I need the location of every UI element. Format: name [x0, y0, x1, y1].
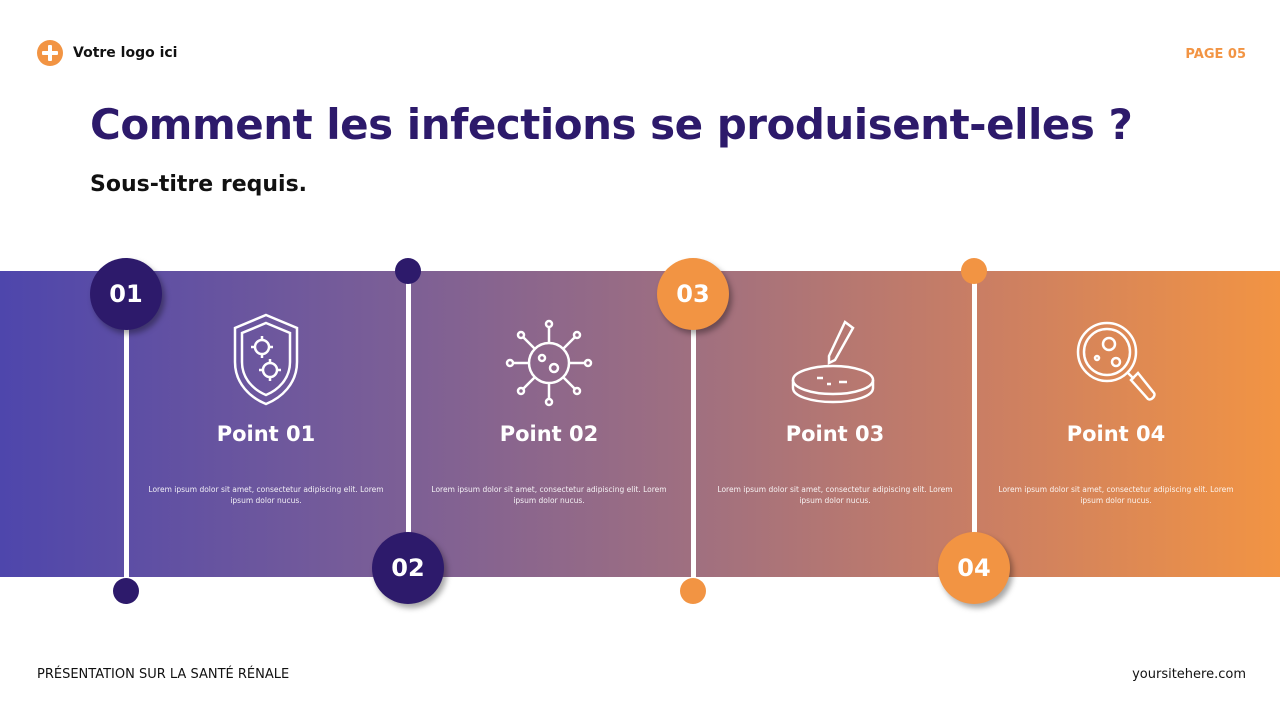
step-text: Lorem ipsum dolor sit amet, consectetur … — [431, 485, 667, 505]
step-number-badge: 04 — [938, 532, 1010, 604]
timeline-dot — [395, 258, 421, 284]
logo: Votre logo ici — [37, 40, 177, 66]
step-title: Point 03 — [785, 422, 885, 446]
timeline-dot — [680, 578, 706, 604]
timeline-dot — [113, 578, 139, 604]
step-card: Point 04 Lorem ipsum dolor sit amet, con… — [996, 318, 1236, 506]
magnifier-bacteria-icon — [1076, 321, 1156, 401]
step-number-badge: 02 — [372, 532, 444, 604]
timeline-line — [972, 271, 977, 568]
timeline-band — [0, 271, 1280, 577]
timeline-line — [691, 294, 696, 591]
step-title: Point 04 — [1066, 422, 1166, 446]
timeline-dot — [961, 258, 987, 284]
step-card: Point 01 Lorem ipsum dolor sit amet, con… — [146, 312, 386, 506]
plus-icon — [37, 40, 63, 66]
footer-presentation-title: PRÉSENTATION SUR LA SANTÉ RÉNALE — [37, 667, 290, 682]
timeline-line — [124, 294, 129, 591]
step-card: Point 03 Lorem ipsum dolor sit amet, con… — [715, 318, 955, 506]
virus-icon — [505, 319, 593, 407]
timeline-line — [406, 271, 411, 568]
step-text: Lorem ipsum dolor sit amet, consectetur … — [998, 485, 1234, 505]
page-title: Comment les infections se produisent-ell… — [90, 100, 1133, 149]
footer-website: yoursitehere.com — [1132, 667, 1246, 682]
step-title: Point 01 — [216, 422, 316, 446]
page-number: PAGE 05 — [1185, 47, 1246, 62]
petri-dish-pipette-icon — [791, 320, 875, 404]
step-number-badge: 03 — [657, 258, 729, 330]
step-text: Lorem ipsum dolor sit amet, consectetur … — [717, 485, 953, 505]
logo-text: Votre logo ici — [73, 45, 178, 61]
subtitle: Sous-titre requis. — [90, 172, 308, 197]
step-card: Point 02 Lorem ipsum dolor sit amet, con… — [429, 318, 669, 506]
step-text: Lorem ipsum dolor sit amet, consectetur … — [148, 485, 384, 505]
step-number-badge: 01 — [90, 258, 162, 330]
step-title: Point 02 — [499, 422, 599, 446]
shield-virus-icon — [233, 313, 299, 406]
